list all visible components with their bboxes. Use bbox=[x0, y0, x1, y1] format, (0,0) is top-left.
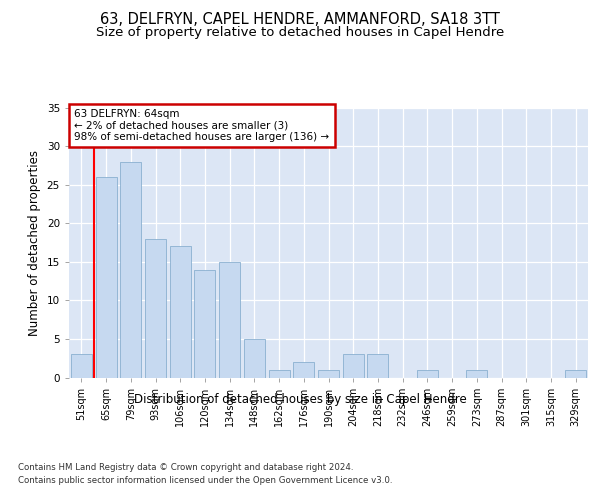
Bar bbox=[343, 354, 364, 378]
Bar bbox=[318, 370, 339, 378]
Text: 63 DELFRYN: 64sqm
← 2% of detached houses are smaller (3)
98% of semi-detached h: 63 DELFRYN: 64sqm ← 2% of detached house… bbox=[74, 109, 329, 142]
Bar bbox=[293, 362, 314, 378]
Bar bbox=[120, 162, 141, 378]
Y-axis label: Number of detached properties: Number of detached properties bbox=[28, 150, 41, 336]
Text: Size of property relative to detached houses in Capel Hendre: Size of property relative to detached ho… bbox=[96, 26, 504, 39]
Bar bbox=[417, 370, 438, 378]
Bar bbox=[170, 246, 191, 378]
Bar bbox=[71, 354, 92, 378]
Bar bbox=[145, 238, 166, 378]
Text: Distribution of detached houses by size in Capel Hendre: Distribution of detached houses by size … bbox=[134, 392, 466, 406]
Text: Contains public sector information licensed under the Open Government Licence v3: Contains public sector information licen… bbox=[18, 476, 392, 485]
Text: 63, DELFRYN, CAPEL HENDRE, AMMANFORD, SA18 3TT: 63, DELFRYN, CAPEL HENDRE, AMMANFORD, SA… bbox=[100, 12, 500, 28]
Bar bbox=[466, 370, 487, 378]
Text: Contains HM Land Registry data © Crown copyright and database right 2024.: Contains HM Land Registry data © Crown c… bbox=[18, 462, 353, 471]
Bar bbox=[244, 339, 265, 378]
Bar bbox=[95, 177, 116, 378]
Bar bbox=[194, 270, 215, 378]
Bar bbox=[269, 370, 290, 378]
Bar bbox=[565, 370, 586, 378]
Bar bbox=[219, 262, 240, 378]
Bar bbox=[367, 354, 388, 378]
